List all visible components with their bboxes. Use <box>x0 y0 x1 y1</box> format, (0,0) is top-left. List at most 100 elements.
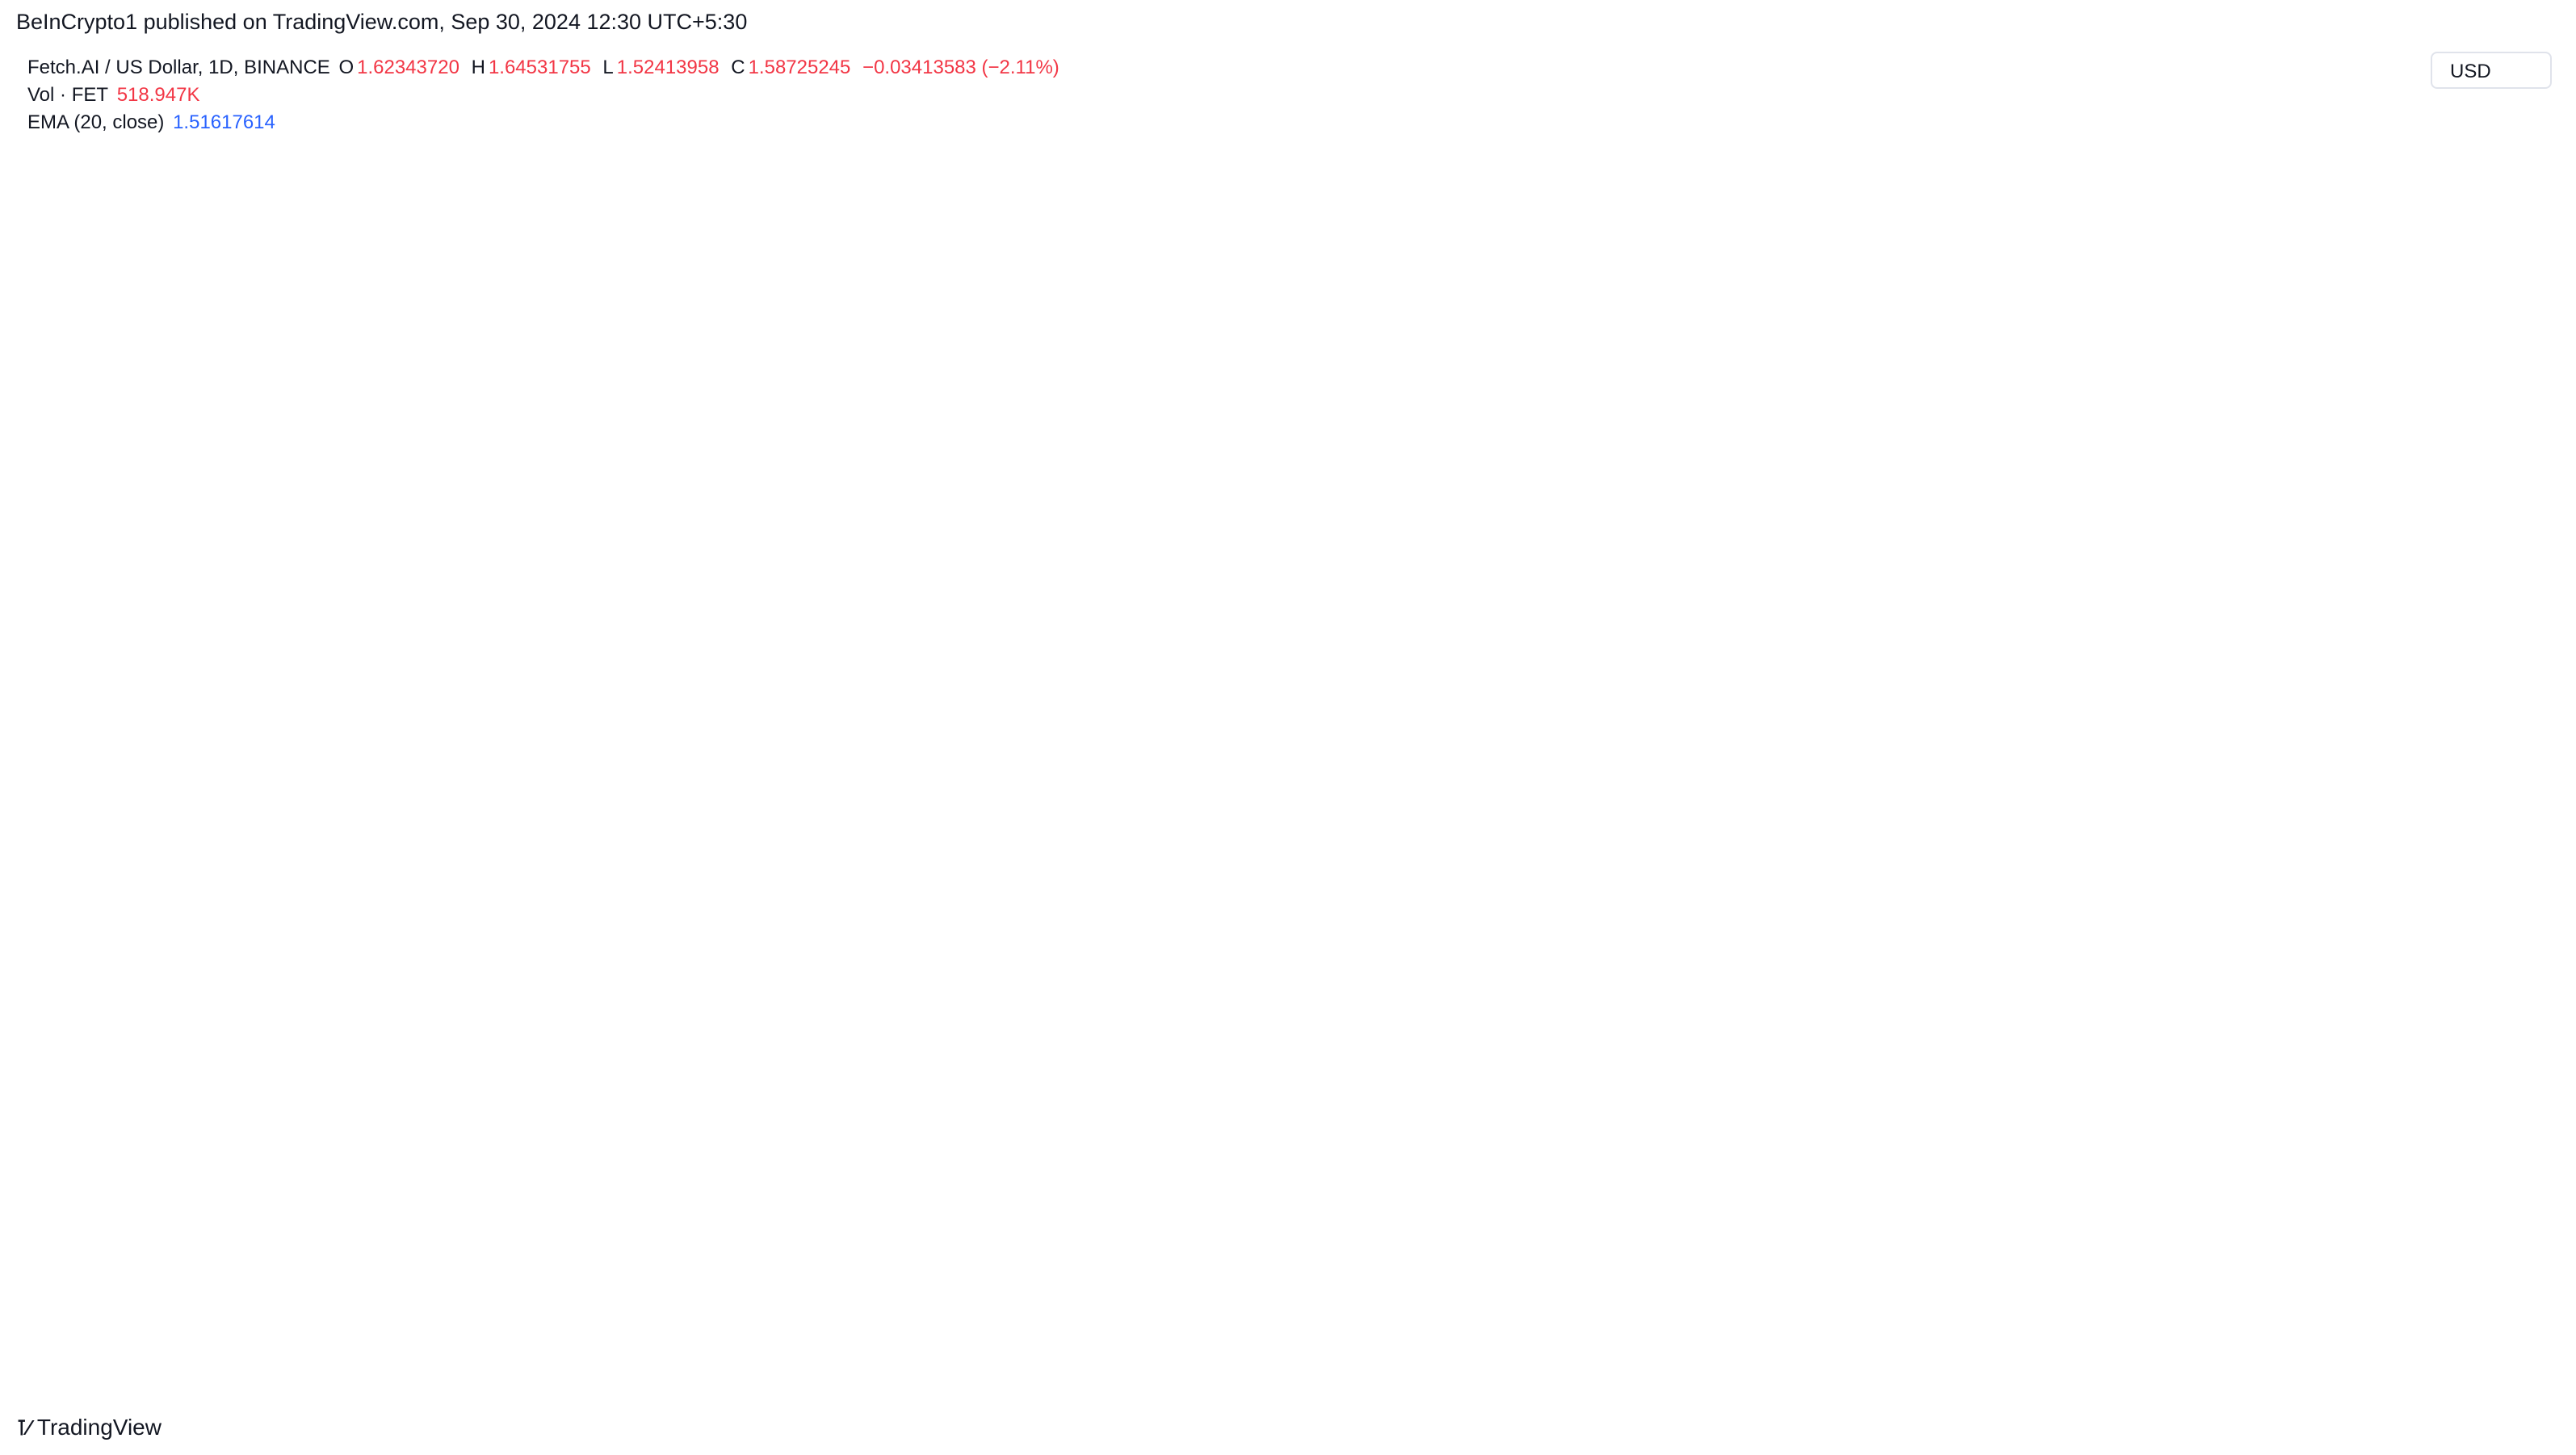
volume-bar <box>523 1298 533 1354</box>
volume-bar <box>1256 1289 1265 1354</box>
candle-down <box>2096 998 2105 1017</box>
volume-bar <box>535 1317 544 1354</box>
volume-bar <box>499 1233 509 1354</box>
volume-bar <box>1800 1326 1810 1354</box>
volume-bar <box>606 1317 615 1354</box>
last-price-tag: 1.58725245 <box>2433 846 2544 870</box>
candle-down <box>1138 908 1147 962</box>
candle-up <box>618 564 627 637</box>
candle-up <box>594 690 603 709</box>
volume-bar <box>50 1206 60 1354</box>
volume-bar <box>132 1307 142 1354</box>
candle-down <box>925 618 934 655</box>
volume-bar <box>2226 1280 2235 1354</box>
volume-bar <box>629 1307 639 1354</box>
volume-bar <box>322 1326 332 1354</box>
candle-down <box>1067 871 1076 890</box>
candle-up <box>1847 1131 1856 1136</box>
volume-bar <box>121 1298 131 1354</box>
candle-down <box>1055 835 1064 872</box>
candle-down <box>488 546 497 564</box>
candle-down <box>1977 962 1987 999</box>
volume-bar <box>2320 1307 2330 1354</box>
volume-bar <box>913 1326 923 1354</box>
currency-button[interactable]: USD <box>2431 52 2552 89</box>
volume-bar <box>2201 1307 2211 1354</box>
candle-down <box>1209 853 1219 908</box>
volume-bar <box>2048 1307 2058 1354</box>
candle-up <box>2213 954 2223 962</box>
volume-bar <box>511 1280 521 1354</box>
candle-up <box>1161 889 1171 980</box>
symbol-name[interactable]: Fetch.AI / US Dollar, 1D, BINANCE <box>27 57 330 78</box>
candle-down <box>830 473 840 510</box>
candle-down <box>629 564 639 572</box>
y-tick-label-bg <box>2292 912 2414 937</box>
volume-bar <box>1386 1317 1395 1354</box>
volume-bar <box>1516 1317 1525 1354</box>
volume-bar <box>1575 1317 1584 1354</box>
candle-down <box>2272 842 2282 847</box>
candle-down <box>1410 998 1420 1006</box>
tradingview-logo[interactable]: ⊺⁄ TradingView <box>16 1415 162 1440</box>
volume-bar <box>2178 1298 2188 1354</box>
volume-bar <box>62 1159 72 1354</box>
candle-up <box>2083 998 2093 1000</box>
volume-bar <box>937 1326 946 1354</box>
volume-bar <box>2071 1298 2081 1354</box>
candle-down <box>1563 889 1573 926</box>
candle-down <box>1953 925 1963 944</box>
volume-legend[interactable]: Vol · FET 518.947K <box>27 84 203 107</box>
volume-bar <box>807 1298 816 1354</box>
last-price-tag-bg <box>2416 842 2555 901</box>
volume-bar <box>1752 1317 1762 1354</box>
candle-up <box>38 419 48 510</box>
candle-up <box>759 618 769 637</box>
volume-bar <box>216 1298 225 1354</box>
candle-up <box>310 455 320 492</box>
candle-down <box>132 492 142 547</box>
volume-bar <box>1658 1326 1668 1354</box>
low-value: 1.52413958 <box>616 57 720 78</box>
level-price-tag: 2.03587283 <box>2433 684 2544 708</box>
candle-down <box>535 600 544 637</box>
y-tick-label: 1.40000000 <box>2305 916 2411 938</box>
candle-up <box>1918 954 1928 962</box>
level-price-tag-bg <box>2416 931 2555 962</box>
candle-down <box>2343 817 2353 840</box>
volume-value: 518.947K <box>116 84 200 106</box>
volume-bar <box>866 1326 875 1354</box>
candle-up <box>298 492 308 510</box>
volume-bar <box>1197 1289 1206 1354</box>
volume-bar <box>1019 1270 1029 1354</box>
volume-bar <box>1031 1289 1041 1354</box>
volume-tag: 518.947K <box>2457 1327 2544 1350</box>
candle-down <box>1374 998 1384 1017</box>
candle-up <box>203 238 213 275</box>
volume-bar <box>665 1317 674 1354</box>
candle-up <box>819 473 829 528</box>
candle-up <box>15 437 24 492</box>
close-label: C <box>731 57 745 78</box>
ema-legend[interactable]: EMA (20, close) 1.51617614 <box>27 111 279 134</box>
candle-down <box>50 419 60 547</box>
x-tick-label: Jul <box>1295 1371 1321 1394</box>
volume-bar <box>558 1270 568 1354</box>
candle-up <box>1729 1106 1739 1136</box>
y-tick-label: 0.60000000 <box>2440 1205 2547 1227</box>
volume-bar <box>759 1307 769 1354</box>
volume-bar <box>73 1206 83 1354</box>
candle-up <box>2166 944 2175 962</box>
volume-bar <box>2272 1298 2282 1354</box>
volume-bar <box>1421 1317 1431 1354</box>
volume-bar <box>262 1317 272 1354</box>
candle-up <box>771 600 781 618</box>
candle-down <box>1019 690 1029 799</box>
volume-bar <box>440 1280 450 1354</box>
candle-down <box>1433 998 1443 1017</box>
symbol-legend: Fetch.AI / US Dollar, 1D, BINANCE O 1.623… <box>27 57 1063 79</box>
volume-bar <box>1918 1280 1928 1354</box>
level-price-tag: 1.48450474 <box>2433 935 2544 959</box>
candle-down <box>665 618 674 637</box>
